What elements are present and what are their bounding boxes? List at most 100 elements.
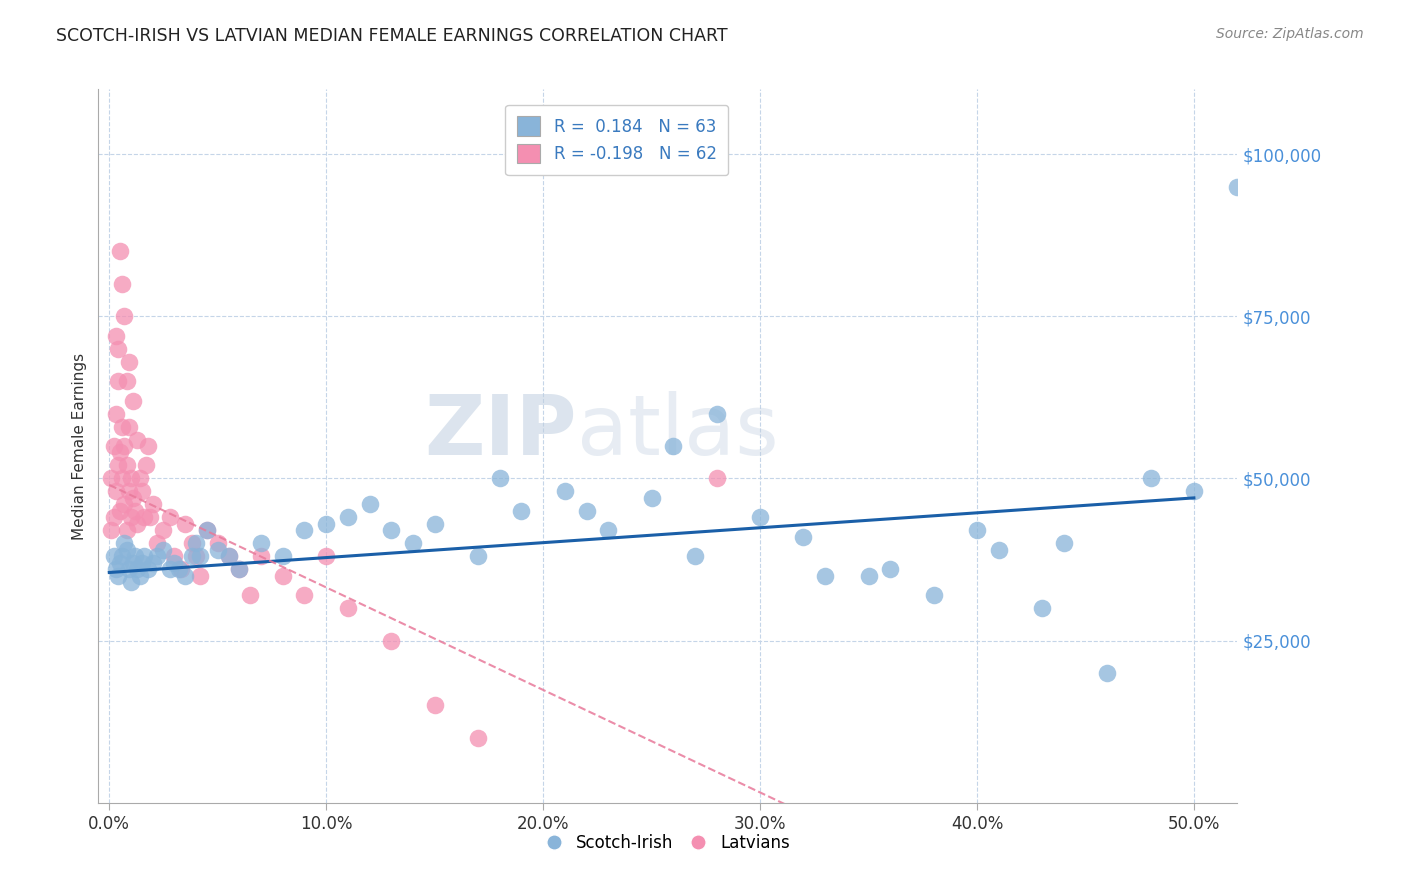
Point	[294, 524, 316, 538]
Point	[1139, 471, 1161, 485]
Point	[127, 562, 149, 576]
Point	[122, 556, 145, 570]
Point	[128, 471, 150, 485]
Point	[814, 568, 837, 582]
Point	[336, 510, 359, 524]
Point	[142, 497, 165, 511]
Point	[195, 524, 218, 538]
Point	[228, 562, 250, 576]
Point	[118, 419, 141, 434]
Text: ZIP: ZIP	[425, 392, 576, 472]
Point	[135, 458, 157, 473]
Point	[127, 516, 149, 531]
Point	[359, 497, 381, 511]
Point	[111, 471, 134, 485]
Point	[315, 549, 337, 564]
Point	[207, 536, 229, 550]
Point	[190, 549, 212, 564]
Point	[128, 568, 150, 582]
Point	[111, 277, 134, 291]
Point	[170, 562, 193, 576]
Point	[136, 439, 159, 453]
Point	[749, 510, 772, 524]
Point	[1053, 536, 1076, 550]
Point	[640, 491, 662, 505]
Point	[152, 542, 174, 557]
Point	[120, 471, 142, 485]
Point	[966, 524, 988, 538]
Point	[159, 562, 181, 576]
Point	[115, 374, 138, 388]
Point	[792, 530, 814, 544]
Point	[336, 601, 359, 615]
Point	[294, 588, 316, 602]
Point	[510, 504, 533, 518]
Point	[174, 516, 197, 531]
Point	[858, 568, 880, 582]
Point	[104, 484, 127, 499]
Point	[159, 510, 181, 524]
Point	[114, 439, 136, 453]
Point	[152, 524, 174, 538]
Point	[662, 439, 685, 453]
Point	[180, 549, 202, 564]
Point	[132, 510, 155, 524]
Point	[104, 407, 127, 421]
Point	[108, 445, 131, 459]
Point	[103, 549, 125, 564]
Point	[122, 491, 145, 505]
Point	[879, 562, 901, 576]
Text: atlas: atlas	[576, 392, 779, 472]
Point	[167, 562, 190, 576]
Point	[115, 458, 138, 473]
Point	[107, 374, 129, 388]
Point	[115, 542, 138, 557]
Point	[1182, 484, 1205, 499]
Point	[108, 556, 131, 570]
Point	[683, 549, 706, 564]
Point	[1226, 179, 1249, 194]
Point	[271, 568, 294, 582]
Point	[423, 516, 446, 531]
Point	[120, 510, 142, 524]
Point	[706, 407, 728, 421]
Point	[706, 471, 728, 485]
Y-axis label: Median Female Earnings: Median Female Earnings	[72, 352, 87, 540]
Point	[139, 510, 162, 524]
Point	[987, 542, 1010, 557]
Point	[104, 328, 127, 343]
Point	[423, 698, 446, 713]
Point	[207, 542, 229, 557]
Point	[380, 524, 402, 538]
Point	[146, 549, 169, 564]
Point	[467, 731, 489, 745]
Point	[250, 549, 273, 564]
Point	[239, 588, 262, 602]
Point	[124, 549, 146, 564]
Point	[118, 354, 141, 368]
Point	[271, 549, 294, 564]
Point	[118, 562, 141, 576]
Point	[922, 588, 945, 602]
Point	[115, 524, 138, 538]
Point	[107, 568, 129, 582]
Text: SCOTCH-IRISH VS LATVIAN MEDIAN FEMALE EARNINGS CORRELATION CHART: SCOTCH-IRISH VS LATVIAN MEDIAN FEMALE EA…	[56, 27, 728, 45]
Point	[111, 419, 134, 434]
Text: Source: ZipAtlas.com: Source: ZipAtlas.com	[1216, 27, 1364, 41]
Point	[136, 562, 159, 576]
Point	[184, 536, 207, 550]
Point	[103, 510, 125, 524]
Point	[228, 562, 250, 576]
Point	[108, 504, 131, 518]
Point	[107, 342, 129, 356]
Point	[114, 310, 136, 324]
Point	[218, 549, 240, 564]
Point	[575, 504, 598, 518]
Point	[163, 549, 186, 564]
Point	[111, 549, 134, 564]
Point	[104, 562, 127, 576]
Point	[184, 549, 207, 564]
Point	[114, 536, 136, 550]
Legend: Scotch-Irish, Latvians: Scotch-Irish, Latvians	[540, 828, 796, 859]
Point	[190, 568, 212, 582]
